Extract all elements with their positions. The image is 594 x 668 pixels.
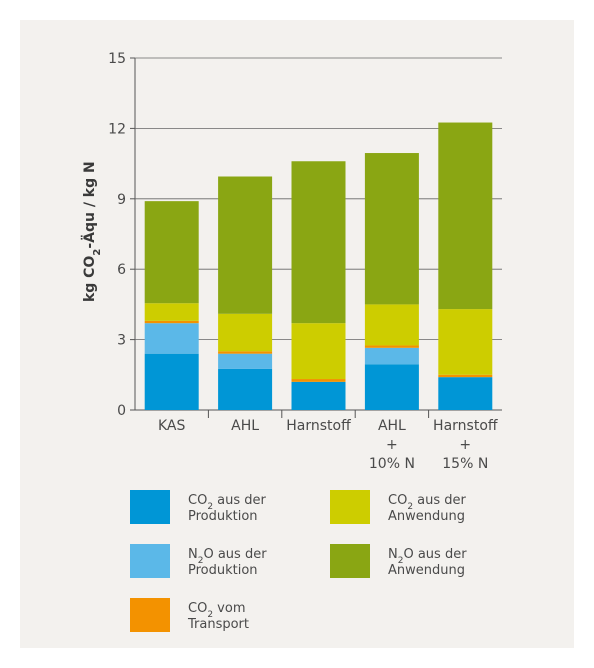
x-tick-label: +: [386, 437, 398, 453]
bar-segment-co2_transport: [291, 379, 346, 382]
bar-segment-co2_transport: [438, 374, 493, 378]
bar-segment-co2_transport: [364, 345, 419, 348]
y-tick-label: 3: [117, 333, 126, 349]
bar-segment-n2o_anw: [144, 201, 199, 304]
y-tick-label: 15: [108, 51, 126, 67]
bar-segment-co2_prod: [364, 364, 419, 410]
legend-swatch-co2_anw: [330, 490, 370, 524]
bar-segment-n2o_prod: [218, 353, 273, 369]
bar-segment-co2_anw: [218, 313, 273, 352]
bar-segment-n2o_prod: [144, 323, 199, 354]
legend-swatch-co2_prod: [130, 490, 170, 524]
y-tick-label: 12: [108, 121, 126, 137]
bar-segment-co2_transport: [218, 351, 273, 354]
legend-label-line2: Anwendung: [388, 563, 465, 578]
bar-segment-co2_transport: [144, 320, 199, 324]
x-tick-label: 10% N: [369, 456, 415, 472]
bar-segment-n2o_anw: [291, 161, 346, 324]
x-tick-label: AHL: [378, 418, 406, 434]
legend-label-line2: Produktion: [188, 509, 258, 524]
legend-swatch-n2o_anw: [330, 544, 370, 578]
x-tick-label: Harnstoff: [433, 418, 498, 434]
bar-segment-co2_prod: [144, 353, 199, 410]
bar-segment-n2o_anw: [364, 153, 419, 305]
bar-segment-co2_anw: [364, 304, 419, 346]
legend-label-co2_anw: CO2 aus der: [388, 493, 467, 512]
bar-segment-co2_anw: [438, 309, 493, 375]
legend-label-line2: Transport: [187, 617, 249, 632]
x-tick-label: 15% N: [442, 456, 488, 472]
legend-label-n2o_anw: N2O aus der: [388, 547, 467, 566]
x-tick-label: KAS: [158, 418, 186, 434]
y-axis-title: kg CO2-Äqu / kg N: [81, 161, 103, 302]
x-tick-label: +: [459, 437, 471, 453]
bar-segment-co2_prod: [291, 381, 346, 410]
y-tick-label: 0: [117, 403, 126, 419]
chart-panel: 0 3 6 9 12 15 KAS AHL Harnstoff AHL +10% N Harnstof…: [20, 20, 574, 648]
y-tick-label: 6: [117, 262, 126, 278]
bar-segment-co2_prod: [438, 377, 493, 410]
legend-label-co2_prod: CO2 aus der: [188, 493, 267, 512]
x-tick-label: AHL: [231, 418, 259, 434]
legend-swatch-n2o_prod: [130, 544, 170, 578]
bar-segment-n2o_prod: [364, 347, 419, 365]
bar-segment-n2o_anw: [438, 122, 493, 310]
legend-label-co2_transport: CO2 vom: [188, 601, 246, 620]
legend-label-line2: Anwendung: [388, 509, 465, 524]
y-tick-label: 9: [117, 192, 126, 208]
bar-segment-co2_anw: [144, 303, 199, 321]
bar-segment-co2_anw: [291, 323, 346, 380]
bar-segment-co2_prod: [218, 368, 273, 410]
legend-swatch-co2_transport: [130, 598, 170, 632]
x-tick-label: Harnstoff: [286, 418, 351, 434]
legend-label-line2: Produktion: [188, 563, 258, 578]
bar-segment-n2o_anw: [218, 176, 273, 314]
legend-label-n2o_prod: N2O aus der: [188, 547, 267, 566]
stacked-bar-chart: 0 3 6 9 12 15 KAS AHL Harnstoff AHL +10% N Harnstof…: [81, 51, 502, 632]
